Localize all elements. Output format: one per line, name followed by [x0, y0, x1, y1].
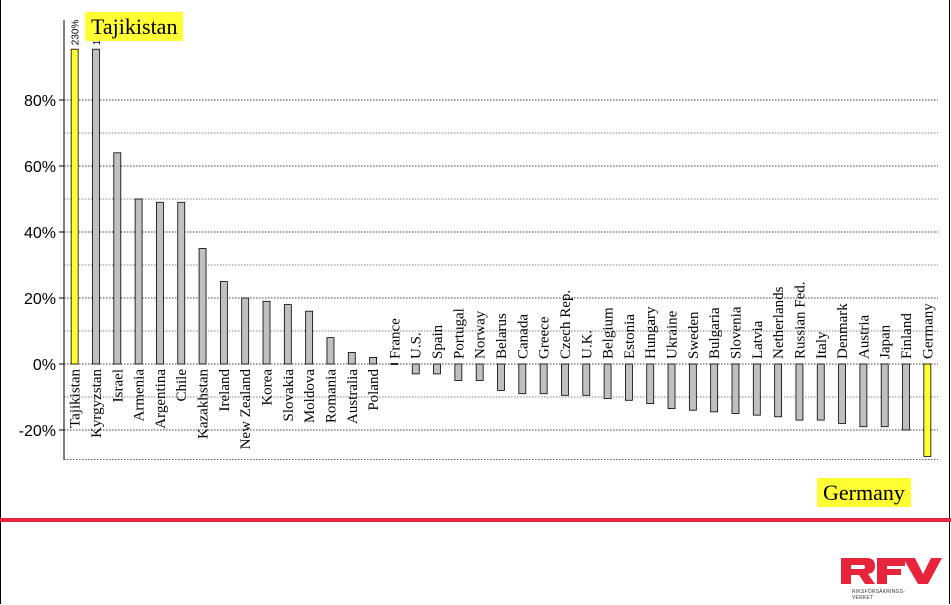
bar-kazakhstan — [198, 248, 207, 365]
bar-ireland — [219, 281, 228, 365]
category-label: Austria — [856, 315, 872, 360]
category-label: Chile — [174, 369, 190, 402]
bar-netherlands — [774, 363, 783, 418]
category-label: Korea — [260, 369, 276, 406]
bar-denmark — [838, 363, 846, 424]
y-tick-label: 60% — [24, 159, 56, 176]
category-label: Russian Fed. — [792, 281, 808, 359]
category-label: Czech Rep. — [558, 290, 574, 359]
category-label: Moldova — [302, 369, 318, 424]
bar-chart: 80% 60% 40% 20% 0% -20% Tajikistan Kyrgyzstan Is… — [19, 20, 938, 461]
category-label: Poland — [366, 369, 382, 411]
rfv-logo-caption-line2: VERKET — [852, 595, 874, 601]
bar-finland — [902, 363, 910, 431]
bar-chile — [177, 201, 186, 365]
category-label: Bulgaria — [707, 307, 723, 359]
bar-portugal — [454, 363, 463, 381]
data-label: 230% — [71, 20, 82, 46]
category-label: Canada — [515, 314, 531, 359]
bar-japan — [880, 363, 889, 428]
category-label: Kazakhstan — [196, 369, 212, 439]
category-label: Hungary — [643, 306, 659, 359]
bar-slovakia — [283, 304, 292, 365]
category-label: Slovakia — [281, 369, 297, 422]
y-tick-label: -20% — [19, 423, 56, 440]
category-label: Germany — [920, 303, 936, 359]
bar-latvia — [752, 363, 761, 416]
bar-moldova — [305, 310, 314, 365]
bar-argentina — [156, 201, 164, 365]
category-label: Greece — [537, 316, 553, 359]
category-label: Finland — [899, 313, 915, 359]
category-label: Japan — [878, 324, 894, 359]
bar-russian-fed- — [795, 363, 804, 421]
category-label: Estonia — [622, 314, 638, 359]
bar-austria — [859, 363, 868, 428]
category-label: Israel — [110, 369, 126, 402]
category-label: Norway — [473, 310, 489, 359]
rfv-logo: RIKSFÖRSÄKRINGS- VERKET — [837, 556, 942, 601]
bar-u-k- — [582, 363, 591, 396]
category-label: U.K. — [579, 330, 595, 359]
category-label: Netherlands — [771, 286, 787, 359]
category-label: Armenia — [132, 369, 148, 422]
bar-germany — [923, 363, 932, 457]
bar-sweden — [688, 363, 697, 411]
callout-top-country: Tajikistan — [85, 12, 184, 41]
bar-kyrgyzstan — [92, 48, 100, 365]
bar-belarus — [497, 363, 505, 391]
bar-new-zealand — [241, 297, 250, 365]
category-label: Italy — [814, 331, 830, 359]
category-label: Denmark — [835, 303, 851, 359]
bar-hungary — [646, 363, 655, 404]
bar-italy — [816, 363, 825, 421]
bar-armenia — [134, 198, 143, 365]
rfv-logo-mark — [841, 558, 942, 584]
bar-israel — [113, 152, 122, 365]
category-label: Ireland — [217, 369, 233, 412]
category-label: France — [387, 318, 403, 359]
bar-tajikistan — [70, 48, 79, 365]
bar-norway — [475, 363, 484, 381]
category-label: Spain — [430, 324, 446, 359]
bar-australia — [347, 352, 356, 365]
y-tick-label: 0% — [33, 357, 56, 374]
bar-spain — [433, 363, 441, 375]
category-label: Australia — [345, 369, 361, 424]
category-label: Romania — [323, 369, 339, 423]
bar-estonia — [625, 363, 633, 401]
category-label: New Zealand — [238, 369, 254, 450]
category-label: Belgium — [601, 307, 617, 359]
bar-belgium — [603, 363, 612, 400]
bar-czech-rep- — [561, 363, 569, 396]
rfv-logo-caption-line1: RIKSFÖRSÄKRINGS- — [852, 589, 905, 595]
bar-poland — [369, 356, 377, 365]
category-label: U.S. — [409, 332, 425, 359]
category-label: Tajikistan — [68, 369, 84, 428]
bar-greece — [539, 363, 548, 395]
y-tick-label: 20% — [24, 291, 56, 308]
bar-u-s- — [411, 363, 420, 375]
bar-canada — [518, 363, 527, 395]
bar-france — [390, 363, 399, 365]
category-label: Ukraine — [665, 310, 681, 359]
bar-bulgaria — [710, 363, 719, 413]
rfv-logo-caption: RIKSFÖRSÄKRINGS- VERKET — [852, 589, 905, 601]
y-tick-label: 40% — [24, 225, 56, 242]
category-label: Latvia — [750, 320, 766, 359]
category-label: Belarus — [494, 313, 510, 359]
callout-bottom-country: Germany — [817, 478, 911, 507]
bar-romania — [326, 337, 335, 365]
category-label: Sweden — [686, 311, 702, 359]
divider-rule — [0, 518, 951, 522]
category-label: Slovenia — [728, 306, 744, 359]
category-label: Portugal — [451, 308, 467, 359]
y-tick-label: 80% — [24, 93, 56, 110]
bar-ukraine — [667, 363, 676, 409]
category-label: Argentina — [153, 369, 169, 429]
bar-korea — [262, 300, 271, 365]
bar-slovenia — [731, 363, 740, 414]
category-label: Kyrgyzstan — [89, 369, 105, 438]
